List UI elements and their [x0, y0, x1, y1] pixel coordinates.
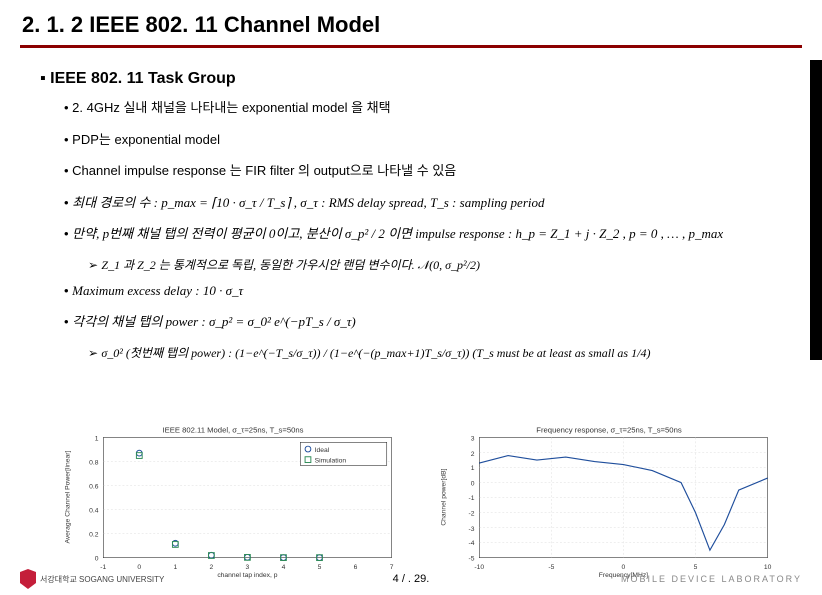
bullet-2-text: PDP는 exponential model: [72, 132, 220, 147]
bullet-7: • 각각의 채널 탭의 power : σ_p² = σ_0² e^(−pT_s…: [64, 312, 782, 332]
chart1-legend: Ideal Simulation: [300, 442, 387, 465]
bullet-7-text: 각각의 채널 탭의 power : σ_p² = σ_0² e^(−pT_s /…: [72, 314, 356, 329]
charts-row: IEEE 802.11 Model, σ_τ=25ns, T_s=50ns 0 …: [60, 420, 782, 580]
bullet-4-text: 최대 경로의 수 : p_max = ⌈10 · σ_τ / T_s⌉ , σ_…: [72, 195, 544, 210]
svg-text:-2: -2: [468, 510, 474, 517]
bullet-5-text: 만약, p번째 채널 탭의 전력이 평균이 0이고, 분산이 σ_p² / 2 …: [72, 226, 723, 241]
legend-sim: Simulation: [315, 458, 347, 465]
header-divider: [20, 45, 802, 48]
svg-text:0.2: 0.2: [89, 532, 99, 539]
shield-icon: [20, 569, 36, 589]
bullet-1: • 2. 4GHz 실내 채널을 나타내는 exponential model …: [64, 98, 782, 118]
svg-text:-4: -4: [468, 540, 474, 547]
subnote-1: ➢ Z_1 과 Z_2 는 통계적으로 독립, 동일한 가우시안 랜덤 변수이다…: [88, 256, 782, 273]
slide-title: 2. 1. 2 IEEE 802. 11 Channel Model: [22, 12, 380, 38]
bullet-6-text: Maximum excess delay : 10 · σ_τ: [72, 283, 243, 298]
chart2-ylabel: Channel power[dB]: [441, 468, 448, 525]
footer: 서강대학교 SOGANG UNIVERSITY 4 / . 29. MOBILE…: [0, 567, 822, 591]
svg-text:3: 3: [471, 435, 475, 442]
bullet-1-text: 2. 4GHz 실내 채널을 나타내는 exponential model 을 …: [72, 100, 390, 115]
chart1-title: IEEE 802.11 Model, σ_τ=25ns, T_s=50ns: [163, 426, 304, 435]
right-accent-bar: [810, 60, 822, 360]
chart1-yticks: 0 0.2 0.4 0.6 0.8 1: [89, 435, 99, 562]
chart2-yticks: -5 -4 -3 -2 -1 0 1 2 3: [468, 435, 474, 562]
chart1-ylabel: Average Channel Power[linear]: [65, 451, 72, 544]
svg-text:0.4: 0.4: [89, 507, 99, 514]
bullet-3-text: Channel impulse response 는 FIR filter 의 …: [72, 163, 456, 178]
chart-left-svg: IEEE 802.11 Model, σ_τ=25ns, T_s=50ns 0 …: [60, 420, 406, 580]
svg-text:1: 1: [95, 435, 99, 442]
chart1-plot-area: 0 0.2 0.4 0.6 0.8 1 -1 0 1 2 3 4 5 6: [65, 435, 394, 578]
bullet-6: • Maximum excess delay : 10 · σ_τ: [64, 281, 782, 301]
main-heading: ▪ IEEE 802. 11 Task Group: [40, 70, 782, 88]
chart2-title: Frequency response, σ_τ=25ns, T_s=50ns: [536, 426, 682, 435]
university-logo: 서강대학교 SOGANG UNIVERSITY: [20, 569, 164, 589]
svg-text:0: 0: [95, 556, 99, 563]
lab-logo: MOBILE DEVICE LABORATORY: [621, 574, 802, 584]
page-number: 4 / . 29.: [393, 573, 430, 585]
svg-text:-5: -5: [468, 556, 474, 563]
subnote-2: ➢ σ_0² (첫번째 탭의 power) : (1−e^(−T_s/σ_τ))…: [88, 344, 782, 361]
svg-text:-3: -3: [468, 526, 474, 533]
svg-text:2: 2: [471, 451, 475, 458]
svg-text:1: 1: [471, 465, 475, 472]
legend-ideal: Ideal: [315, 447, 330, 454]
heading-text: IEEE 802. 11 Task Group: [50, 70, 236, 87]
chart-right: Frequency response, σ_τ=25ns, T_s=50ns -…: [436, 420, 782, 580]
subnote-1-text: Z_1 과 Z_2 는 통계적으로 독립, 동일한 가우시안 랜덤 변수이다. …: [101, 258, 480, 272]
chart-right-svg: Frequency response, σ_τ=25ns, T_s=50ns -…: [436, 420, 782, 580]
bullet-3: • Channel impulse response 는 FIR filter …: [64, 161, 782, 181]
svg-text:0: 0: [471, 481, 475, 488]
bullet-4: • 최대 경로의 수 : p_max = ⌈10 · σ_τ / T_s⌉ , …: [64, 193, 782, 213]
bullet-2: • PDP는 exponential model: [64, 130, 782, 150]
svg-text:-1: -1: [468, 495, 474, 502]
content-area: ▪ IEEE 802. 11 Task Group • 2. 4GHz 실내 채…: [40, 70, 782, 369]
svg-text:0.6: 0.6: [89, 483, 99, 490]
university-name: 서강대학교 SOGANG UNIVERSITY: [40, 574, 164, 585]
svg-text:0.8: 0.8: [89, 459, 99, 466]
chart-left: IEEE 802.11 Model, σ_τ=25ns, T_s=50ns 0 …: [60, 420, 406, 580]
bullet-5: • 만약, p번째 채널 탭의 전력이 평균이 0이고, 분산이 σ_p² / …: [64, 224, 782, 244]
subnote-2-text: σ_0² (첫번째 탭의 power) : (1−e^(−T_s/σ_τ)) /…: [101, 346, 650, 360]
